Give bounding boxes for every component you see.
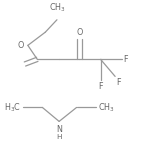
Text: CH$_3$: CH$_3$: [48, 2, 65, 14]
Text: N: N: [56, 124, 62, 133]
Text: F: F: [117, 78, 121, 87]
Text: H$_3$C: H$_3$C: [4, 101, 21, 114]
Text: F: F: [98, 82, 103, 91]
Text: O: O: [18, 41, 24, 50]
Text: F: F: [123, 55, 128, 63]
Text: O: O: [76, 28, 83, 37]
Text: CH$_3$: CH$_3$: [98, 101, 114, 114]
Text: H: H: [56, 134, 62, 140]
